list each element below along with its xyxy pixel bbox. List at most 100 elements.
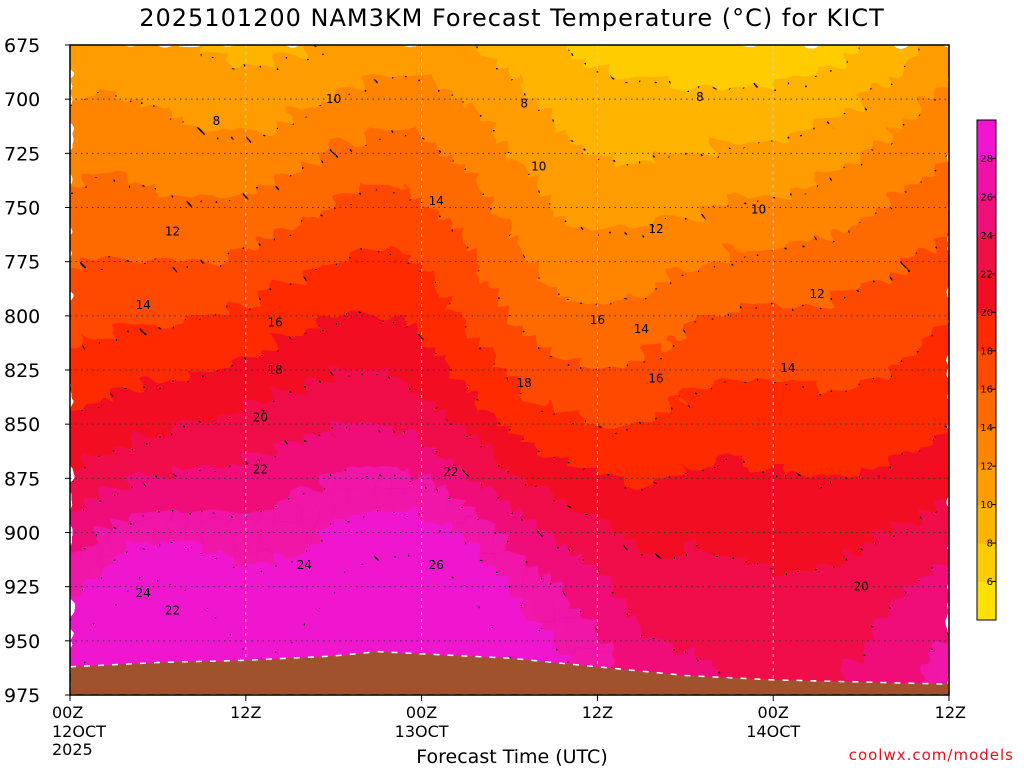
- contour-point: [157, 580, 159, 583]
- band-cell: [347, 477, 364, 491]
- band-cell: [112, 412, 130, 426]
- band-cell: [655, 184, 672, 198]
- contour-point: [830, 564, 833, 566]
- band-cell: [171, 466, 189, 480]
- band-cell: [230, 499, 247, 512]
- band-cell: [933, 325, 949, 339]
- band-cell: [464, 639, 482, 653]
- band-cell: [83, 412, 101, 426]
- contour-point: [259, 569, 262, 572]
- band-cell: [684, 401, 701, 415]
- contour-point: [830, 179, 833, 182]
- band-cell: [669, 401, 687, 415]
- contour-point: [655, 639, 657, 642]
- band-cell: [391, 195, 408, 209]
- band-cell: [596, 336, 614, 350]
- band-cell: [684, 466, 701, 480]
- band-cell: [362, 282, 379, 296]
- band-cell: [420, 163, 438, 176]
- band-cell: [508, 347, 526, 361]
- band-cell: [464, 271, 482, 285]
- band-cell: [391, 520, 408, 534]
- band-cell: [684, 152, 701, 166]
- contour-point: [406, 553, 408, 556]
- band-cell: [801, 488, 819, 501]
- band-cell: [98, 618, 115, 631]
- band-cell: [318, 98, 335, 111]
- band-cell: [669, 304, 687, 317]
- band-cell: [698, 379, 716, 393]
- band-cell: [98, 423, 115, 436]
- band-cell: [786, 455, 804, 469]
- y-tick-label: 925: [4, 577, 40, 599]
- band-cell: [479, 596, 496, 610]
- band-cell: [362, 542, 379, 556]
- band-cell: [362, 401, 379, 415]
- band-cell: [230, 304, 247, 317]
- band-cell: [435, 390, 452, 404]
- band-cell: [156, 358, 174, 371]
- contour-point: [874, 92, 877, 95]
- band-cell: [449, 76, 467, 90]
- band-cell: [244, 379, 262, 393]
- band-cell: [127, 152, 145, 166]
- x-tick-label: 00Z: [406, 703, 437, 722]
- band-cell: [816, 466, 833, 480]
- contour-point: [918, 255, 921, 258]
- band-cell: [640, 130, 657, 144]
- band-cell: [816, 228, 833, 241]
- band-cell: [288, 184, 306, 198]
- band-cell: [698, 184, 716, 198]
- band-cell: [98, 184, 115, 198]
- band-cell: [640, 369, 657, 382]
- band-cell: [142, 271, 159, 285]
- band-cell: [874, 499, 892, 512]
- band-cell: [845, 184, 863, 198]
- band-cell: [98, 564, 115, 577]
- band-cell: [493, 152, 511, 166]
- band-cell: [669, 249, 687, 263]
- band-cell: [523, 520, 540, 534]
- band-cell: [230, 76, 247, 90]
- band-cell: [611, 163, 628, 176]
- colorbar-label: 8: [987, 539, 993, 550]
- band-cell: [332, 54, 350, 68]
- band-cell: [801, 412, 819, 426]
- band-cell: [567, 390, 584, 404]
- band-cell: [508, 574, 526, 588]
- band-cell: [318, 531, 335, 545]
- band-cell: [581, 369, 599, 382]
- band-cell: [493, 639, 511, 653]
- band-cell: [786, 282, 804, 296]
- band-cell: [845, 76, 863, 90]
- band-cell: [493, 282, 511, 296]
- contour-point: [186, 379, 189, 382]
- band-cell: [303, 282, 321, 296]
- band-cell: [449, 455, 467, 469]
- band-cell: [391, 184, 408, 198]
- band-cell: [933, 282, 949, 296]
- contour-point: [567, 363, 569, 366]
- band-cell: [669, 650, 687, 664]
- contour-point: [655, 82, 657, 84]
- band-cell: [362, 119, 379, 133]
- band-cell: [537, 195, 555, 209]
- band-cell: [830, 401, 848, 415]
- contour-point: [537, 629, 540, 631]
- band-cell: [142, 520, 159, 534]
- band-cell: [655, 661, 672, 675]
- band-cell: [567, 184, 584, 198]
- band-cell: [596, 347, 614, 361]
- contour-point: [274, 125, 276, 128]
- band-cell: [523, 542, 540, 556]
- contour-point: [786, 190, 789, 193]
- band-cell: [728, 152, 745, 166]
- band-cell: [552, 477, 570, 491]
- contour-point: [786, 249, 789, 252]
- band-cell: [713, 444, 731, 458]
- band-cell: [70, 130, 86, 144]
- band-cell: [611, 347, 628, 361]
- band-cell: [757, 141, 775, 155]
- band-cell: [728, 542, 745, 556]
- band-cell: [801, 596, 819, 610]
